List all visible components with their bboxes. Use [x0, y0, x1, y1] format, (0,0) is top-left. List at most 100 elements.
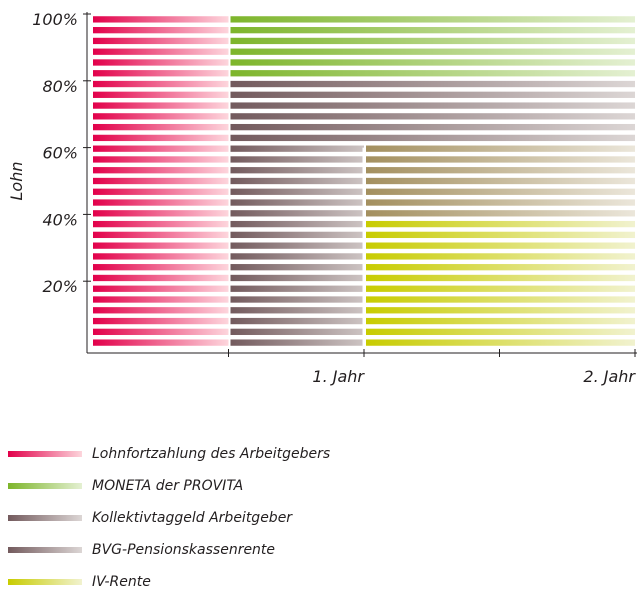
- bar-segment-4: [366, 199, 635, 206]
- bar-segment-3: [230, 328, 364, 335]
- bar-segment-3: [230, 188, 364, 195]
- bar-segment-2: [230, 80, 635, 88]
- bar-segment-4: [366, 188, 635, 195]
- bar-segment-5: [366, 296, 635, 303]
- bar-segment-3: [230, 145, 364, 152]
- chart-labels: 20% 40% 60% 80% 100% 1. Jahr 2. Jahr Lohn: [7, 10, 636, 386]
- legend-label: BVG-Pensionskassenrente: [92, 542, 276, 558]
- bar-segment-5: [366, 231, 635, 239]
- bar-segment-0: [93, 199, 229, 206]
- bar-segment-0: [93, 156, 229, 163]
- bar-segment-0: [93, 177, 229, 185]
- bar-segment-3: [230, 285, 364, 292]
- bar-segment-1: [230, 59, 635, 66]
- y-tick-label: 100%: [32, 10, 78, 29]
- bar-segment-5: [366, 220, 635, 228]
- legend-swatch: [8, 579, 82, 585]
- bar-segment-1: [230, 70, 635, 77]
- bar-segment-1: [230, 37, 635, 45]
- bar-segment-0: [93, 285, 229, 292]
- bar-segment-3: [230, 220, 364, 228]
- bar-segment-3: [230, 231, 364, 239]
- bar-segment-0: [93, 16, 229, 23]
- legend-item: BVG-Pensionskassenrente: [8, 534, 628, 566]
- legend-label: Kollektivtaggeld Arbeitgeber: [92, 510, 293, 526]
- bar-segment-5: [366, 264, 635, 271]
- x-tick-label: 1. Jahr: [312, 367, 365, 386]
- legend-swatch: [8, 483, 82, 489]
- legend-item: MONETA der PROVITA: [8, 470, 628, 502]
- bar-segment-3: [230, 307, 364, 314]
- bar-segment-3: [230, 264, 364, 271]
- bar-segment-0: [93, 339, 229, 346]
- bar-segment-0: [93, 37, 229, 45]
- bar-segment-1: [230, 16, 635, 23]
- chart-bars: [93, 16, 635, 348]
- bar-segment-2: [230, 102, 635, 109]
- legend-swatch: [8, 515, 82, 521]
- bar-segment-0: [93, 145, 229, 152]
- chart: 20% 40% 60% 80% 100% 1. Jahr 2. Jahr Lohn: [7, 10, 637, 386]
- bar-segment-0: [93, 220, 229, 228]
- bar-segment-0: [93, 80, 229, 88]
- bar-segment-5: [366, 253, 635, 260]
- bar-segment-0: [93, 48, 229, 55]
- bar-segment-0: [93, 134, 229, 142]
- bar-segment-3: [230, 167, 364, 174]
- legend: Lohnfortzahlung des Arbeitgebers MONETA d…: [8, 438, 628, 598]
- bar-segment-2: [230, 134, 635, 142]
- legend-label: Lohnfortzahlung des Arbeitgebers: [92, 446, 331, 462]
- bar-segment-0: [93, 210, 229, 217]
- bar-segment-3: [230, 317, 364, 325]
- bar-segment-0: [93, 167, 229, 174]
- bar-segment-0: [93, 59, 229, 66]
- bar-segment-5: [366, 317, 635, 325]
- bar-segment-3: [230, 156, 364, 163]
- bar-segment-0: [93, 231, 229, 239]
- bar-segment-0: [93, 307, 229, 314]
- bar-segment-0: [93, 113, 229, 120]
- bar-segment-0: [93, 70, 229, 77]
- legend-label: MONETA der PROVITA: [92, 478, 244, 494]
- legend-label: IV-Rente: [92, 574, 151, 590]
- y-axis-title: Lohn: [7, 162, 26, 201]
- y-tick-label: 60%: [42, 144, 78, 163]
- bar-segment-4: [366, 156, 635, 163]
- x-tick-label: 2. Jahr: [583, 367, 636, 386]
- bar-segment-3: [230, 210, 364, 217]
- y-tick-label: 80%: [42, 77, 78, 96]
- bar-segment-2: [230, 91, 635, 98]
- bar-segment-0: [93, 253, 229, 260]
- bar-segment-5: [366, 328, 635, 335]
- legend-item: Lohnfortzahlung des Arbeitgebers: [8, 438, 628, 470]
- bar-segment-0: [93, 264, 229, 271]
- bar-segment-5: [366, 285, 635, 292]
- bar-segment-4: [366, 177, 635, 185]
- bar-segment-3: [230, 274, 364, 282]
- bar-segment-0: [93, 317, 229, 325]
- bar-segment-4: [366, 167, 635, 174]
- bar-segment-3: [230, 339, 364, 346]
- bar-segment-5: [366, 274, 635, 282]
- bar-segment-0: [93, 123, 229, 131]
- bar-segment-0: [93, 188, 229, 195]
- chart-axes: [83, 12, 637, 357]
- bar-segment-3: [230, 253, 364, 260]
- bar-segment-3: [230, 199, 364, 206]
- bar-segment-0: [93, 328, 229, 335]
- bar-segment-1: [230, 48, 635, 55]
- bar-segment-0: [93, 242, 229, 249]
- bar-segment-0: [93, 27, 229, 34]
- bar-segment-4: [366, 145, 635, 152]
- legend-swatch: [8, 547, 82, 553]
- bar-segment-0: [93, 296, 229, 303]
- legend-item: Kollektivtaggeld Arbeitgeber: [8, 502, 628, 534]
- bar-segment-2: [230, 123, 635, 131]
- bar-segment-5: [366, 242, 635, 249]
- bar-segment-3: [230, 242, 364, 249]
- legend-item: IV-Rente: [8, 566, 628, 598]
- legend-swatch: [8, 451, 82, 457]
- bar-segment-0: [93, 274, 229, 282]
- y-tick-label: 40%: [42, 210, 78, 229]
- bar-segment-2: [230, 113, 635, 120]
